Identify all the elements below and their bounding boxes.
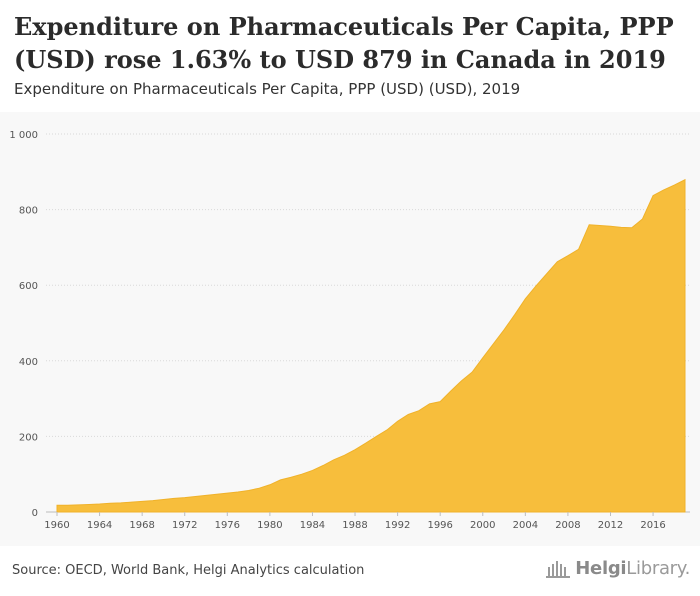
y-tick-label: 1 000: [9, 130, 38, 141]
x-axis-tick-labels: 1960 1964 1968 1972 1976 1980 1984 1988 1992 1996…: [44, 512, 666, 531]
x-tick-label: 2000: [470, 520, 495, 531]
y-tick-label: 0: [32, 508, 38, 519]
data-point-2014[interactable]: [630, 226, 634, 230]
library-building-icon: [546, 560, 571, 578]
data-point-2002[interactable]: [502, 328, 506, 332]
x-tick-label: 1980: [257, 520, 282, 531]
data-point-1977[interactable]: [236, 490, 240, 494]
x-tick-label: 1968: [129, 520, 154, 531]
chart-title: Expenditure on Pharmaceuticals Per Capit…: [14, 12, 674, 74]
logo-regular-text: Library.: [626, 558, 690, 579]
data-point-1998[interactable]: [459, 379, 463, 383]
data-point-2007[interactable]: [555, 260, 559, 264]
data-point-2009[interactable]: [577, 247, 581, 251]
y-tick-label: 800: [19, 206, 38, 217]
data-point-1978[interactable]: [247, 488, 251, 492]
data-point-1973[interactable]: [193, 495, 197, 499]
data-point-1974[interactable]: [204, 493, 208, 497]
x-tick-label: 2008: [555, 520, 580, 531]
data-point-1966[interactable]: [119, 501, 123, 505]
data-point-1962[interactable]: [76, 503, 80, 507]
data-point-1967[interactable]: [130, 500, 134, 504]
y-tick-label: 200: [19, 432, 38, 443]
area-series: [55, 178, 687, 513]
data-point-1986[interactable]: [332, 458, 336, 462]
data-point-1992[interactable]: [396, 419, 400, 423]
data-point-1982[interactable]: [289, 475, 293, 479]
data-point-1987[interactable]: [342, 453, 346, 457]
data-point-2012[interactable]: [608, 224, 612, 228]
data-point-2016[interactable]: [651, 194, 655, 198]
data-point-1994[interactable]: [417, 409, 421, 413]
data-point-1983[interactable]: [300, 472, 304, 476]
y-tick-label: 400: [19, 357, 38, 368]
data-point-2013[interactable]: [619, 225, 623, 229]
data-point-2001[interactable]: [491, 342, 495, 346]
chart-header: Expenditure on Pharmaceuticals Per Capit…: [0, 0, 700, 112]
data-point-1970[interactable]: [161, 498, 165, 502]
x-tick-label: 2016: [640, 520, 665, 531]
data-point-1996[interactable]: [438, 400, 442, 404]
data-point-1995[interactable]: [428, 402, 432, 406]
data-point-2006[interactable]: [545, 272, 549, 276]
x-tick-label: 1984: [300, 520, 325, 531]
data-point-2005[interactable]: [534, 284, 538, 288]
data-point-2008[interactable]: [566, 254, 570, 258]
data-point-2010[interactable]: [587, 223, 591, 227]
data-point-1999[interactable]: [470, 370, 474, 374]
data-point-1997[interactable]: [449, 389, 453, 393]
x-tick-label: 2004: [513, 520, 538, 531]
data-point-2015[interactable]: [640, 217, 644, 221]
data-point-1976[interactable]: [225, 491, 229, 495]
y-axis-tick-labels: 0 200 400 600 800 1 000: [9, 130, 38, 519]
data-point-2000[interactable]: [481, 356, 485, 360]
x-tick-label: 1976: [215, 520, 240, 531]
logo-wordmark: HelgiLibrary.: [575, 558, 690, 579]
data-point-1960[interactable]: [55, 503, 59, 507]
data-point-1969[interactable]: [151, 499, 155, 503]
pharma-expenditure-area: [56, 178, 686, 513]
x-tick-label: 1960: [44, 520, 69, 531]
x-tick-label: 1988: [342, 520, 367, 531]
data-point-1990[interactable]: [374, 434, 378, 438]
data-point-2017[interactable]: [662, 188, 666, 192]
helgi-library-logo[interactable]: HelgiLibrary.: [545, 558, 690, 579]
data-point-1980[interactable]: [268, 483, 272, 487]
source-note: Source: OECD, World Bank, Helgi Analytic…: [12, 563, 365, 578]
data-point-1972[interactable]: [183, 496, 187, 500]
x-tick-label: 1964: [87, 520, 112, 531]
data-point-2011[interactable]: [598, 223, 602, 227]
data-point-1985[interactable]: [321, 464, 325, 468]
data-point-2004[interactable]: [523, 297, 527, 301]
x-tick-label: 1996: [427, 520, 452, 531]
data-point-1961[interactable]: [66, 503, 70, 507]
data-point-1968[interactable]: [140, 499, 144, 503]
data-point-2019[interactable]: [683, 178, 687, 182]
data-point-1979[interactable]: [257, 486, 261, 490]
x-tick-label: 2012: [598, 520, 623, 531]
data-point-1971[interactable]: [172, 496, 176, 500]
x-tick-label: 1992: [385, 520, 410, 531]
y-tick-label: 600: [19, 281, 38, 292]
data-point-1991[interactable]: [385, 428, 389, 432]
data-point-1981[interactable]: [279, 478, 283, 482]
data-point-1988[interactable]: [353, 448, 357, 452]
data-point-1993[interactable]: [406, 412, 410, 416]
chart-subtitle: Expenditure on Pharmaceuticals Per Capit…: [14, 80, 521, 98]
data-point-1964[interactable]: [98, 502, 102, 506]
data-point-1989[interactable]: [364, 441, 368, 445]
data-point-2003[interactable]: [513, 313, 517, 317]
data-point-1984[interactable]: [310, 468, 314, 472]
data-point-1975[interactable]: [215, 492, 219, 496]
x-tick-label: 1972: [172, 520, 197, 531]
data-point-2018[interactable]: [672, 183, 676, 187]
logo-bold-text: Helgi: [575, 558, 627, 579]
data-point-1965[interactable]: [108, 501, 112, 505]
data-point-1963[interactable]: [87, 502, 91, 506]
